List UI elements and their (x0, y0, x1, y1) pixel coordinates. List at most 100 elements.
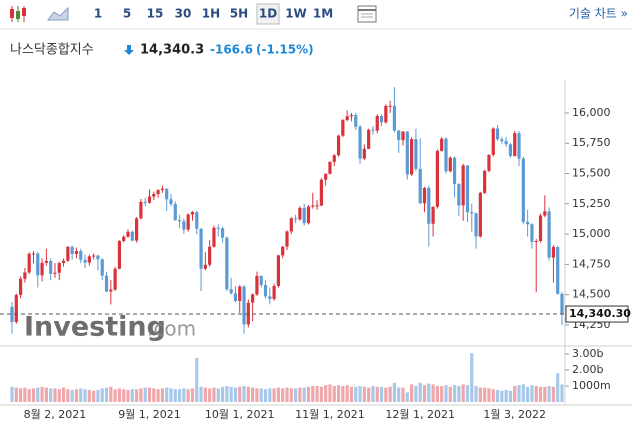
volume-bar (491, 389, 495, 402)
interval-button[interactable]: 1W (285, 7, 307, 21)
y-tick-label: 15,250 (572, 197, 611, 210)
volume-bar (371, 386, 375, 402)
candle-body (272, 285, 276, 299)
volume-bar (18, 388, 23, 402)
volume-bar (117, 388, 122, 402)
candle-body (285, 231, 289, 247)
volume-bar (126, 390, 130, 402)
volume-bar (190, 388, 195, 402)
interval-button[interactable]: 30 (175, 7, 192, 21)
candle-body (422, 187, 427, 204)
volume-bar (122, 389, 126, 402)
volume-bar (182, 388, 186, 402)
volume-bar (74, 389, 79, 402)
volume-bar (440, 386, 444, 402)
candle-body (517, 133, 521, 159)
candle-body (311, 205, 315, 207)
volume-bar (281, 388, 285, 402)
interval-button[interactable]: 1H (202, 7, 220, 21)
candle-body (61, 260, 66, 264)
candle-body (530, 224, 534, 242)
interval-button[interactable]: 15 (147, 7, 164, 21)
volume-bar (285, 387, 289, 402)
volume-bar (418, 382, 422, 402)
candle-body (233, 293, 238, 301)
candle-body (487, 154, 491, 171)
y-tick-label: 16,000 (572, 106, 611, 119)
candle-body (543, 211, 547, 216)
interval-button[interactable]: 1 (94, 7, 102, 21)
x-tick-label: 1월 3, 2022 (483, 408, 546, 421)
volume-bar (452, 385, 457, 402)
volume-bar (143, 387, 147, 402)
candle-body (216, 227, 220, 229)
instrument-name: 나스닥종합지수 (10, 43, 94, 58)
volume-bar (538, 386, 543, 402)
volume-bar (203, 387, 207, 402)
y-tick-label: 15,750 (572, 136, 611, 149)
candle-body (431, 206, 435, 224)
volume-bar (160, 388, 164, 402)
volume-bar (410, 384, 414, 402)
candle-body (147, 196, 152, 203)
volume-bar (302, 387, 306, 402)
candle-body (547, 211, 551, 258)
candle-body (259, 275, 263, 285)
volume-bar (212, 387, 216, 402)
volume-bar (104, 387, 109, 402)
area-icon[interactable] (47, 6, 69, 21)
candle-body (410, 139, 414, 175)
volume-bar (10, 386, 14, 402)
candle-body (470, 212, 474, 214)
volume-bar (216, 388, 220, 402)
volume-bar (173, 389, 177, 402)
interval-button[interactable]: 1D (259, 7, 277, 21)
candle-body (186, 214, 190, 230)
candle-body (160, 188, 164, 191)
candle-body (293, 218, 298, 220)
candle-body (165, 188, 169, 200)
candle-body (328, 161, 332, 174)
candle-body (182, 221, 186, 230)
candle-body (440, 138, 444, 151)
candle-body (238, 286, 242, 301)
candle-body (208, 246, 212, 265)
volume-bar (315, 386, 319, 402)
interval-button[interactable]: 5H (230, 7, 248, 21)
y-tick-label: 15,500 (572, 166, 611, 179)
volume-bar (405, 392, 409, 402)
candle-body (281, 246, 285, 256)
candle-body (74, 251, 79, 254)
volume-bar (384, 387, 388, 402)
settings-icon[interactable] (357, 5, 377, 23)
candle-body (83, 259, 87, 263)
volume-bar (345, 385, 349, 402)
volume-bar (397, 387, 401, 402)
volume-bar (543, 386, 547, 402)
candle-body (495, 128, 500, 140)
volume-bar (427, 383, 431, 402)
candle-icon[interactable] (10, 6, 26, 22)
candle-body (534, 241, 538, 242)
volume-bar (461, 384, 465, 402)
chart-menu[interactable]: 기술 차트 » (569, 7, 628, 21)
x-tick-label: 11월 1, 2021 (295, 408, 365, 421)
candle-body (483, 170, 487, 193)
x-tick-label: 9월 1, 2021 (118, 408, 181, 421)
interval-button[interactable]: 5 (123, 7, 131, 21)
candle-body (435, 150, 439, 207)
interval-button[interactable]: 1M (313, 7, 333, 21)
candle-body (560, 293, 564, 315)
candle-body (358, 126, 362, 159)
candle-body (276, 255, 281, 286)
candle-body (27, 253, 31, 273)
candle-body (315, 205, 319, 207)
candle-body (212, 227, 216, 247)
volume-bar (242, 386, 246, 402)
volume-bar (177, 389, 182, 402)
candle-body (79, 251, 83, 260)
candle-body (306, 206, 311, 224)
candle-body (302, 207, 306, 224)
volume-bar (23, 387, 27, 402)
